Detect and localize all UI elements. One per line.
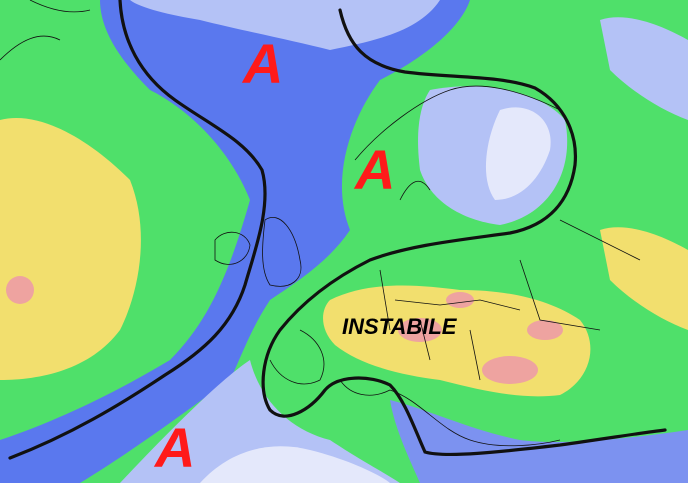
front-line-west	[8, 0, 267, 460]
front-line-east	[261, 8, 667, 457]
coastlines	[0, 0, 641, 447]
pink-spot	[527, 320, 563, 340]
light-blue-area-northeast	[600, 17, 688, 120]
anticyclone-label: A	[355, 138, 396, 201]
light-blue-area-southwest	[120, 360, 400, 483]
blue-area-mediterranean	[390, 400, 688, 483]
yellow-area-east	[600, 227, 688, 330]
pink-spot	[398, 318, 442, 342]
yellow-area-atlantic	[0, 118, 141, 380]
pale-area-south	[200, 446, 390, 483]
instability-label: INSTABILE	[342, 314, 457, 339]
anticyclone-label: A	[243, 32, 284, 95]
light-blue-area-sea	[130, 0, 440, 50]
pink-spot	[446, 292, 474, 308]
pink-spot	[6, 276, 34, 304]
blue-area-north	[0, 0, 470, 483]
anticyclone-label: A	[155, 416, 196, 479]
pink-spot	[482, 356, 538, 384]
pale-area-baltic	[485, 107, 551, 200]
